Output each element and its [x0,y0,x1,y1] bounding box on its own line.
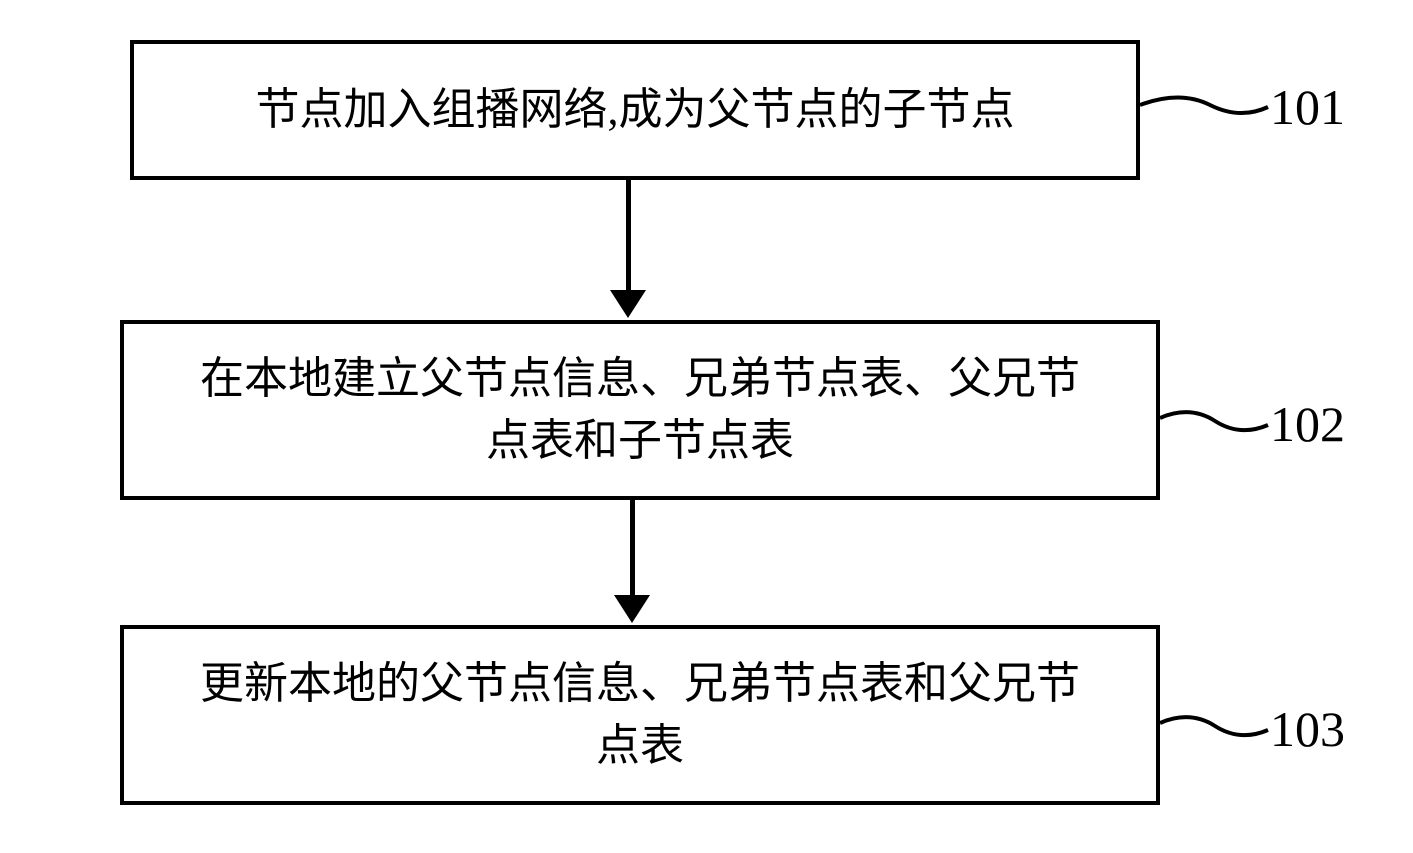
flow-step-2-text: 在本地建立父节点信息、兄弟节点表、父兄节点表和子节点表 [180,348,1100,471]
step-label-2: 102 [1270,395,1345,453]
label-curve-3 [1160,708,1270,763]
flow-step-3: 更新本地的父节点信息、兄弟节点表和父兄节点表 [120,625,1160,805]
label-curve-2 [1160,403,1270,458]
arrow-1-2 [610,290,646,318]
flow-step-2: 在本地建立父节点信息、兄弟节点表、父兄节点表和子节点表 [120,320,1160,500]
connector-1-2 [626,180,631,295]
connector-2-3 [630,500,635,600]
arrow-2-3 [614,595,650,623]
flowchart-container: 节点加入组播网络,成为父节点的子节点 在本地建立父节点信息、兄弟节点表、父兄节点… [50,30,1363,823]
flow-step-1: 节点加入组播网络,成为父节点的子节点 [130,40,1140,180]
step-label-1: 101 [1270,78,1345,136]
label-curve-1 [1140,85,1270,145]
flow-step-3-text: 更新本地的父节点信息、兄弟节点表和父兄节点表 [180,653,1100,776]
flow-step-1-text: 节点加入组播网络,成为父节点的子节点 [236,79,1035,141]
step-label-3: 103 [1270,700,1345,758]
